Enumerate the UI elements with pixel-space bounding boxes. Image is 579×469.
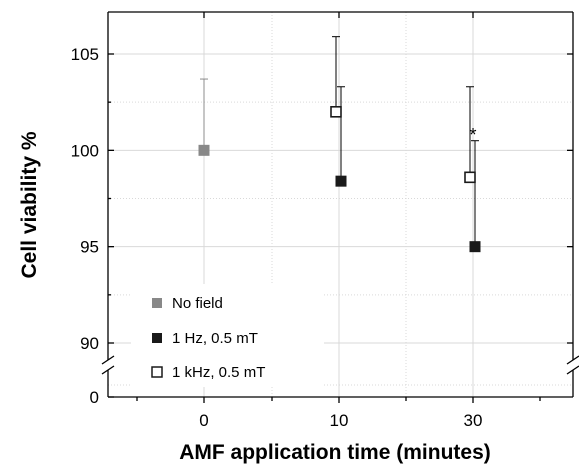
y-axis-title: Cell viability % bbox=[18, 131, 41, 278]
data-point-filled-square bbox=[198, 144, 210, 156]
significance-asterisk: * bbox=[469, 125, 476, 145]
legend-box bbox=[131, 284, 324, 387]
legend-label: 1 Hz, 0.5 mT bbox=[172, 330, 258, 347]
tick-labels: 105 100 95 90 0 0 10 30 bbox=[71, 45, 483, 430]
data-point-filled-square bbox=[335, 175, 347, 187]
legend: No field 1 Hz, 0.5 mT 1 kHz, 0.5 mT bbox=[151, 295, 265, 381]
x-axis-title: AMF application time (minutes) bbox=[179, 441, 491, 464]
x-tick-label: 10 bbox=[330, 411, 349, 430]
legend-marker-filled-square bbox=[152, 333, 162, 343]
axis-break-mark bbox=[101, 365, 115, 375]
error-bars bbox=[200, 36, 479, 247]
axes bbox=[101, 11, 579, 403]
y-tick-label: 100 bbox=[71, 141, 99, 160]
data-point-open-square bbox=[464, 171, 476, 184]
y-tick-label: 95 bbox=[80, 238, 99, 257]
annotations: * bbox=[469, 125, 476, 145]
legend-background bbox=[131, 284, 324, 387]
data-point-open-square bbox=[330, 106, 342, 118]
x-tick-label: 0 bbox=[199, 411, 208, 430]
data-point-filled-square bbox=[469, 241, 481, 253]
axis-break-mark bbox=[101, 355, 115, 365]
y-tick-label: 105 bbox=[71, 45, 99, 64]
legend-marker-filled-square bbox=[152, 298, 162, 308]
legend-marker-open-square bbox=[151, 366, 163, 378]
legend-label: No field bbox=[172, 295, 223, 312]
axis-break-mark bbox=[566, 365, 579, 375]
x-tick-label: 30 bbox=[464, 411, 483, 430]
legend-label: 1 kHz, 0.5 mT bbox=[172, 364, 265, 381]
data-points bbox=[198, 106, 481, 253]
y-tick-label: 90 bbox=[80, 334, 99, 353]
axis-break-mark bbox=[566, 355, 579, 365]
y-tick-label: 0 bbox=[90, 388, 99, 407]
